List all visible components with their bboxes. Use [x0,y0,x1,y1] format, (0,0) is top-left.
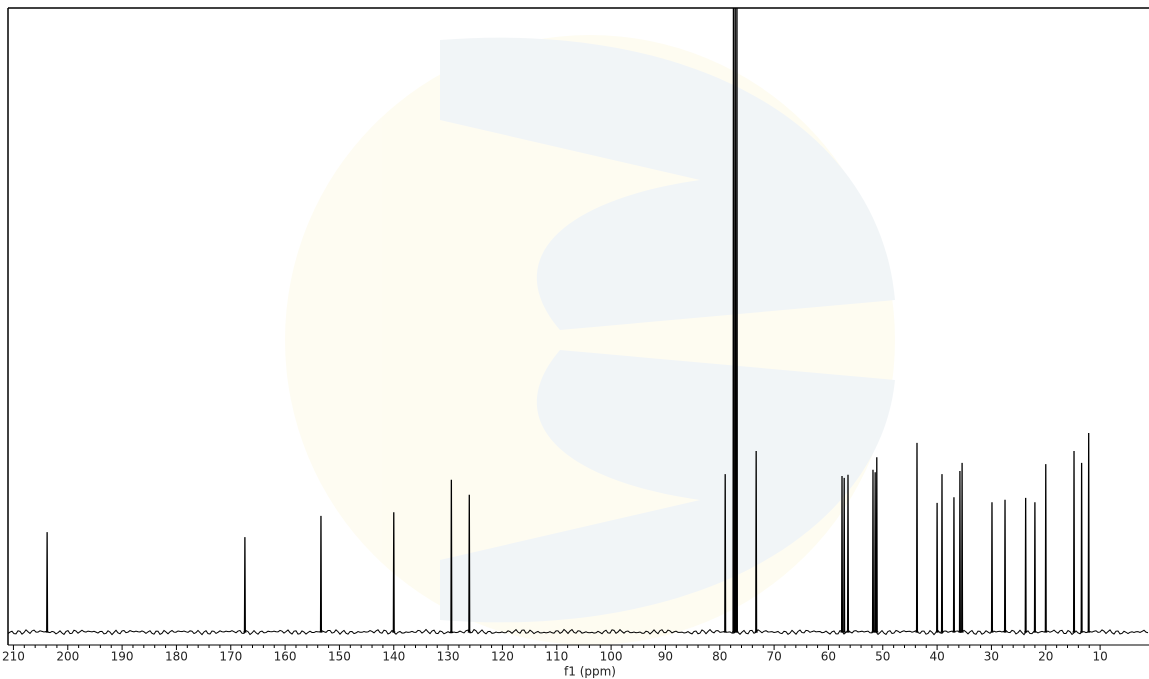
peak [735,8,739,633]
peak [1044,464,1048,633]
x-tick-label: 200 [56,650,79,664]
x-tick-label: 160 [274,650,297,664]
x-tick-label: 110 [545,650,568,664]
peak [846,474,850,633]
peak [392,512,396,633]
peak [871,469,875,633]
peak [1033,502,1037,633]
peak [842,477,846,633]
x-axis-label: f1 (ppm) [564,665,616,679]
x-tick-label: 40 [929,650,944,664]
x-tick-label: 120 [491,650,514,664]
peak [754,451,758,633]
peak [1024,497,1028,633]
x-tick-label: 130 [437,650,460,664]
x-tick-label: 100 [600,650,623,664]
peak [1087,432,1091,633]
x-tick-label: 10 [1092,650,1107,664]
peak [1080,462,1084,633]
x-tick-label: 180 [165,650,188,664]
peak [960,462,964,633]
watermark [285,35,895,645]
x-tick-label: 210 [2,650,25,664]
peak [319,515,323,633]
peak [1003,499,1007,633]
peak [45,532,49,633]
peak [243,537,247,633]
x-tick-label: 60 [821,650,836,664]
x-tick-label: 70 [766,650,781,664]
x-tick-label: 190 [111,650,134,664]
x-tick-label: 30 [984,650,999,664]
peak [449,479,453,633]
x-tick-label: 140 [382,650,405,664]
x-tick-label: 50 [875,650,890,664]
peak [467,494,471,633]
peak [723,474,727,633]
plot-area [8,8,1149,636]
peak [915,442,919,633]
x-tick-label: 80 [712,650,727,664]
peak [940,474,944,633]
x-tick-label: 20 [1038,650,1053,664]
x-tick-label: 150 [328,650,351,664]
peak [958,471,962,633]
peak [875,457,879,633]
peak [952,497,956,633]
baseline [8,628,1149,636]
x-tick-label: 170 [219,650,242,664]
peak [935,502,939,633]
peak [1072,451,1076,633]
x-tick-label: 90 [658,650,673,664]
peak [990,502,994,633]
